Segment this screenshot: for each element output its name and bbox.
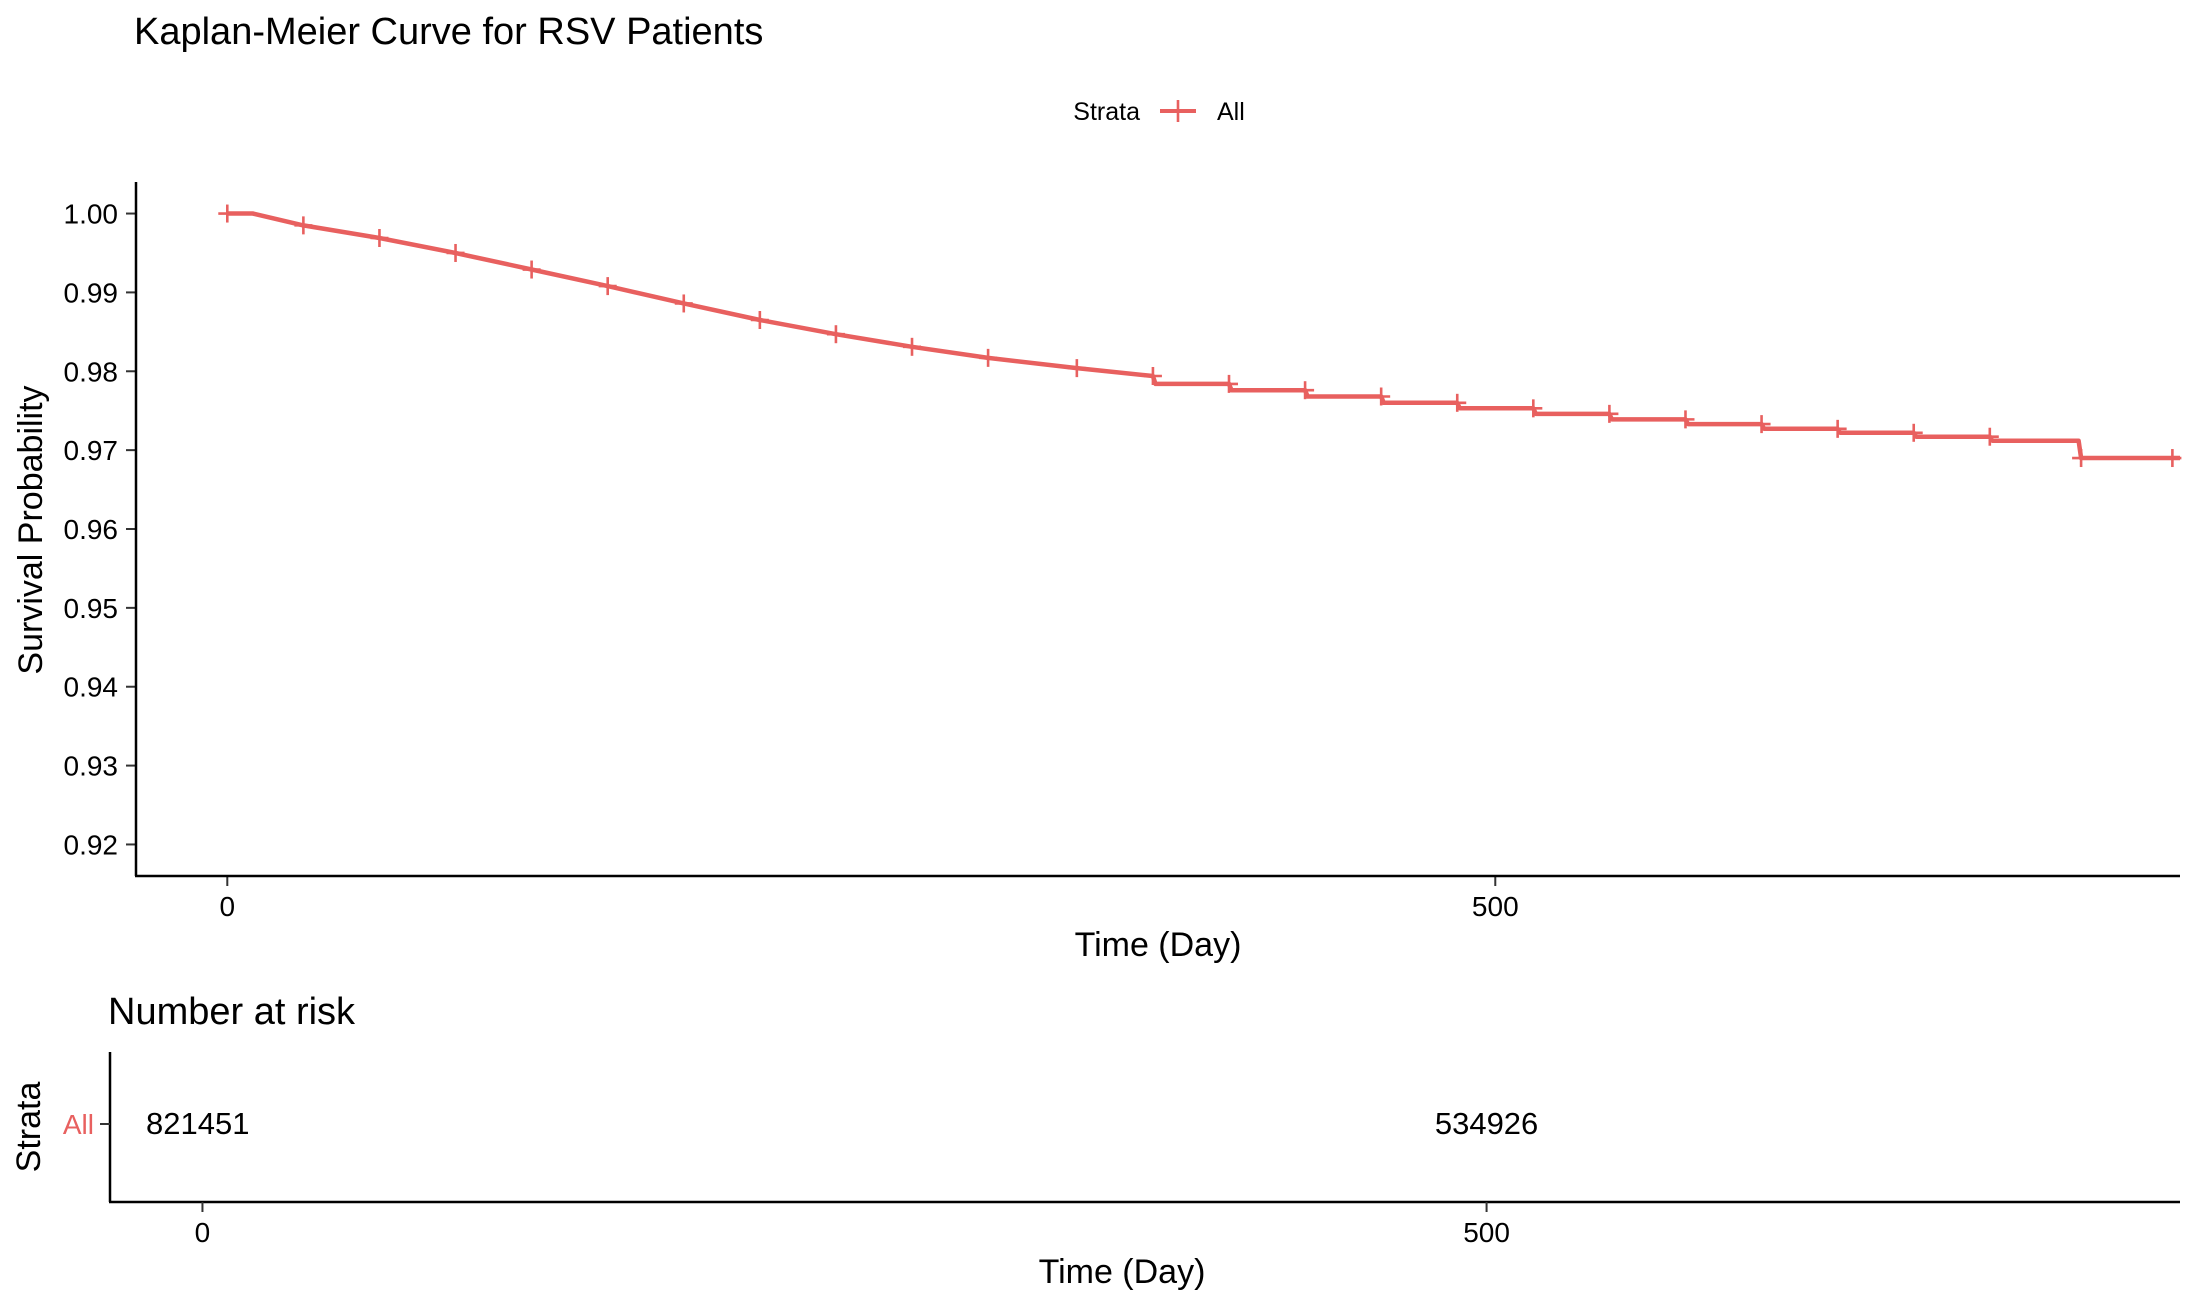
censor-mark	[979, 348, 998, 367]
censor-mark	[446, 243, 465, 262]
x-tick-label: 0	[220, 891, 236, 922]
y-axis-title: Survival Probability	[12, 385, 50, 674]
plot-title: Kaplan-Meier Curve for RSV Patients	[134, 11, 763, 53]
survival-plot: 0.92 0.93 0.94 0.95 0.96 0.97 0.98 0.99 1.00 0 50…	[12, 182, 2182, 964]
censor-mark	[2163, 449, 2182, 468]
censor-mark	[1448, 393, 1467, 412]
censor-mark	[1524, 399, 1543, 418]
censor-mark	[1828, 419, 1847, 438]
censor-mark	[1600, 404, 1619, 423]
risk-strata-label-all: All	[63, 1109, 94, 1140]
y-tick-label: 1.00	[64, 199, 119, 230]
y-tick-label: 0.99	[64, 277, 119, 308]
risk-x-tick-label: 500	[1463, 1217, 1510, 1248]
risk-table: Number at risk All Strata 821451 534926 0…	[10, 991, 2180, 1291]
censor-mark	[598, 277, 617, 296]
risk-values: 821451 534926	[146, 1106, 1538, 1141]
censor-mark	[903, 337, 922, 356]
censor-mark	[674, 294, 693, 313]
censor-marks	[218, 204, 2182, 468]
censor-mark	[522, 260, 541, 279]
x-axis-title: Time (Day)	[1075, 926, 1242, 964]
censor-mark	[1220, 374, 1239, 393]
y-tick-label: 0.92	[64, 829, 119, 860]
y-tick-label: 0.94	[64, 672, 119, 703]
x-axis-ticks: 0 500	[220, 876, 1519, 922]
y-tick-label: 0.93	[64, 751, 119, 782]
censor-mark	[294, 216, 313, 235]
censor-mark	[1143, 367, 1162, 386]
censor-mark	[1067, 359, 1086, 378]
risk-value: 821451	[146, 1106, 249, 1141]
censor-mark	[1372, 387, 1391, 406]
y-tick-label: 0.96	[64, 514, 119, 545]
censor-mark	[1676, 410, 1695, 429]
censor-mark	[1296, 381, 1315, 400]
risk-y-axis-title: Strata	[10, 1082, 48, 1173]
risk-value: 534926	[1435, 1106, 1538, 1141]
censor-mark	[826, 325, 845, 344]
y-axis-ticks: 0.92 0.93 0.94 0.95 0.96 0.97 0.98 0.99 1.00	[64, 199, 136, 860]
censor-mark	[1904, 423, 1923, 442]
y-tick-label: 0.95	[64, 593, 119, 624]
risk-x-axis-title: Time (Day)	[1039, 1253, 1206, 1291]
censor-mark	[370, 228, 389, 247]
legend-title: Strata	[1073, 98, 1140, 126]
censor-mark	[2072, 449, 2091, 468]
survival-curve-all	[227, 211, 2180, 461]
censor-mark	[1980, 427, 1999, 446]
risk-x-tick-label: 0	[195, 1217, 211, 1248]
censor-mark	[218, 204, 237, 223]
x-tick-label: 500	[1472, 891, 1519, 922]
censor-mark	[1752, 415, 1771, 434]
y-tick-label: 0.97	[64, 435, 119, 466]
legend-entry-all: All	[1217, 98, 1245, 126]
censor-mark	[750, 311, 769, 330]
risk-table-title: Number at risk	[108, 991, 356, 1033]
legend: Strata All	[1073, 98, 1245, 126]
risk-x-axis-ticks: 0 500	[195, 1202, 1510, 1248]
y-tick-label: 0.98	[64, 356, 119, 387]
